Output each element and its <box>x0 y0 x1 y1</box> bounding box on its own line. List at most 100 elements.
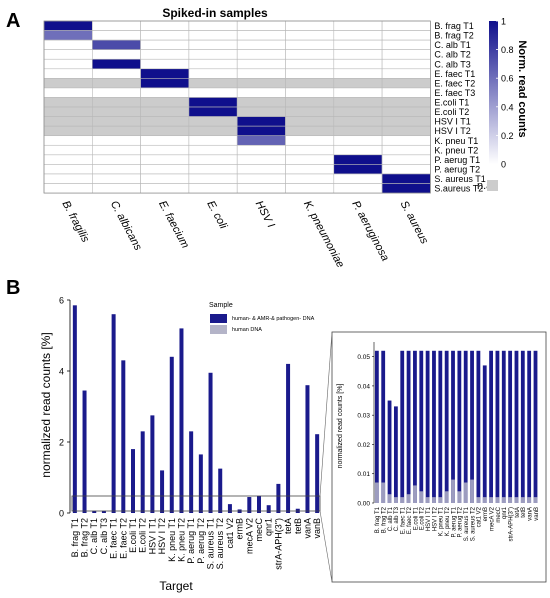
heatmap-cell <box>92 49 141 60</box>
heatmap-cell <box>92 116 141 127</box>
inset-bar-human <box>470 479 474 503</box>
main-x-tick-label: E. faec T2 <box>118 518 128 559</box>
inset-bar-human <box>508 497 513 503</box>
heatmap-cell <box>43 30 93 41</box>
heatmap: Spiked-in samples Norm. read counts n.a.… <box>43 6 528 270</box>
inset-bar-human <box>444 491 449 503</box>
inset-bar-chart: normalized read counts [%] 0.00 0.01 0.02 0… <box>319 331 547 583</box>
heatmap-cell <box>285 144 335 156</box>
heatmap-cell <box>285 78 335 89</box>
main-x-tick-label: vanB <box>312 518 322 539</box>
inset-bar <box>393 406 398 503</box>
inset-x-tick-label: C. alb T1 <box>388 506 394 531</box>
heatmap-cell <box>140 173 190 184</box>
heatmap-cell <box>333 183 383 194</box>
main-x-tick-label: mecA V2 <box>244 518 254 554</box>
heatmap-cell <box>43 144 93 156</box>
inset-bar-human <box>400 497 405 503</box>
heatmap-cell <box>236 68 286 79</box>
heatmap-cell <box>236 164 286 175</box>
heatmap-cell <box>188 106 238 117</box>
heatmap-cell <box>188 58 238 70</box>
heatmap-row-label: K. pneu T2 <box>434 145 478 155</box>
heatmap-cell <box>188 87 238 98</box>
heatmap-cell <box>381 164 431 175</box>
heatmap-cell <box>92 154 141 165</box>
legend-label-human: human DNA <box>232 327 262 333</box>
heatmap-cell <box>140 125 190 137</box>
heatmap-cell <box>188 68 238 79</box>
heatmap-cell <box>236 135 286 146</box>
inset-bar-human <box>387 494 392 503</box>
heatmap-cell <box>285 183 335 194</box>
main-x-tick-label: strA-APH(3") <box>273 518 283 570</box>
heatmap-row-label: S.aureus T2 <box>434 184 483 194</box>
heatmap-cell <box>188 183 238 194</box>
heatmap-cell <box>92 39 141 50</box>
heatmap-row-label: K. pneu T1 <box>434 136 478 146</box>
main-x-tick-label: K. pneu T2 <box>176 518 186 562</box>
inset-bar-human <box>432 497 436 503</box>
heatmap-cell <box>92 30 141 41</box>
heatmap-cell <box>333 116 383 127</box>
heatmap-cell <box>381 173 431 184</box>
heatmap-cell <box>333 135 383 146</box>
heatmap-cell <box>333 87 383 98</box>
inset-bar <box>432 350 436 503</box>
main-bar <box>227 504 232 513</box>
main-x-tick-label: HSV I T1 <box>147 518 157 554</box>
heatmap-row-label: E.coli T2 <box>434 107 469 117</box>
inset-x-tick-label: C. alb T3 <box>394 506 400 531</box>
inset-bar <box>438 350 443 503</box>
inset-bar-human <box>413 485 417 503</box>
inset-bar <box>413 350 417 503</box>
main-bar <box>286 363 291 513</box>
heatmap-cell <box>236 58 286 70</box>
heatmap-cell <box>333 173 383 184</box>
inset-y-tick-label: 0.00 <box>357 501 370 508</box>
heatmap-cell <box>333 78 383 89</box>
heatmap-cell <box>381 144 431 156</box>
main-bar <box>208 372 213 513</box>
heatmap-cell <box>43 49 93 60</box>
inset-bar <box>470 350 474 503</box>
heatmap-row-label: P. aerug T2 <box>434 164 480 174</box>
main-x-tick-label: B. frag T1 <box>70 518 80 557</box>
inset-y-tick-label: 0.03 <box>357 413 370 420</box>
heatmap-row-label: HSV I T2 <box>434 126 470 136</box>
main-bar <box>218 468 223 513</box>
inset-bar <box>463 350 468 503</box>
main-y-tick-label: 2 <box>59 438 64 448</box>
heatmap-cell <box>236 116 286 127</box>
inset-bar-human <box>514 497 519 503</box>
heatmap-cell <box>285 125 335 137</box>
inset-y-tick-label: 0.02 <box>357 442 370 449</box>
inset-bar <box>381 350 386 503</box>
heatmap-row-label: C. alb T3 <box>434 59 470 69</box>
inset-bar-human <box>393 497 398 503</box>
main-bar-chart: normalized read counts [%] Target Sample… <box>39 296 322 594</box>
heatmap-cell <box>236 97 286 108</box>
inset-bar <box>533 350 538 503</box>
heatmap-cell <box>140 106 190 117</box>
main-bar <box>101 510 106 513</box>
heatmap-cell <box>92 183 141 194</box>
heatmap-cell <box>43 135 93 146</box>
heatmap-row-label: S. aureus T1 <box>434 174 485 184</box>
inset-x-tick-label: HSV I T1 <box>426 506 432 531</box>
heatmap-cell <box>92 68 141 79</box>
inset-y-axis-label: normalized read counts [%] <box>337 384 344 469</box>
heatmap-cell <box>188 173 238 184</box>
heatmap-cell <box>140 39 190 50</box>
heatmap-cell <box>236 106 286 117</box>
heatmap-cell <box>333 97 383 108</box>
inset-y-tick-label: 0.01 <box>357 471 370 478</box>
heatmap-cell <box>188 144 238 156</box>
main-bar <box>92 510 97 513</box>
inset-x-tick-label: P. aerug T1 <box>451 506 457 537</box>
heatmap-cell <box>140 154 190 165</box>
inset-bar <box>387 400 392 503</box>
heatmap-cell <box>92 173 141 184</box>
heatmap-cell <box>285 154 335 165</box>
main-bar <box>247 497 252 513</box>
